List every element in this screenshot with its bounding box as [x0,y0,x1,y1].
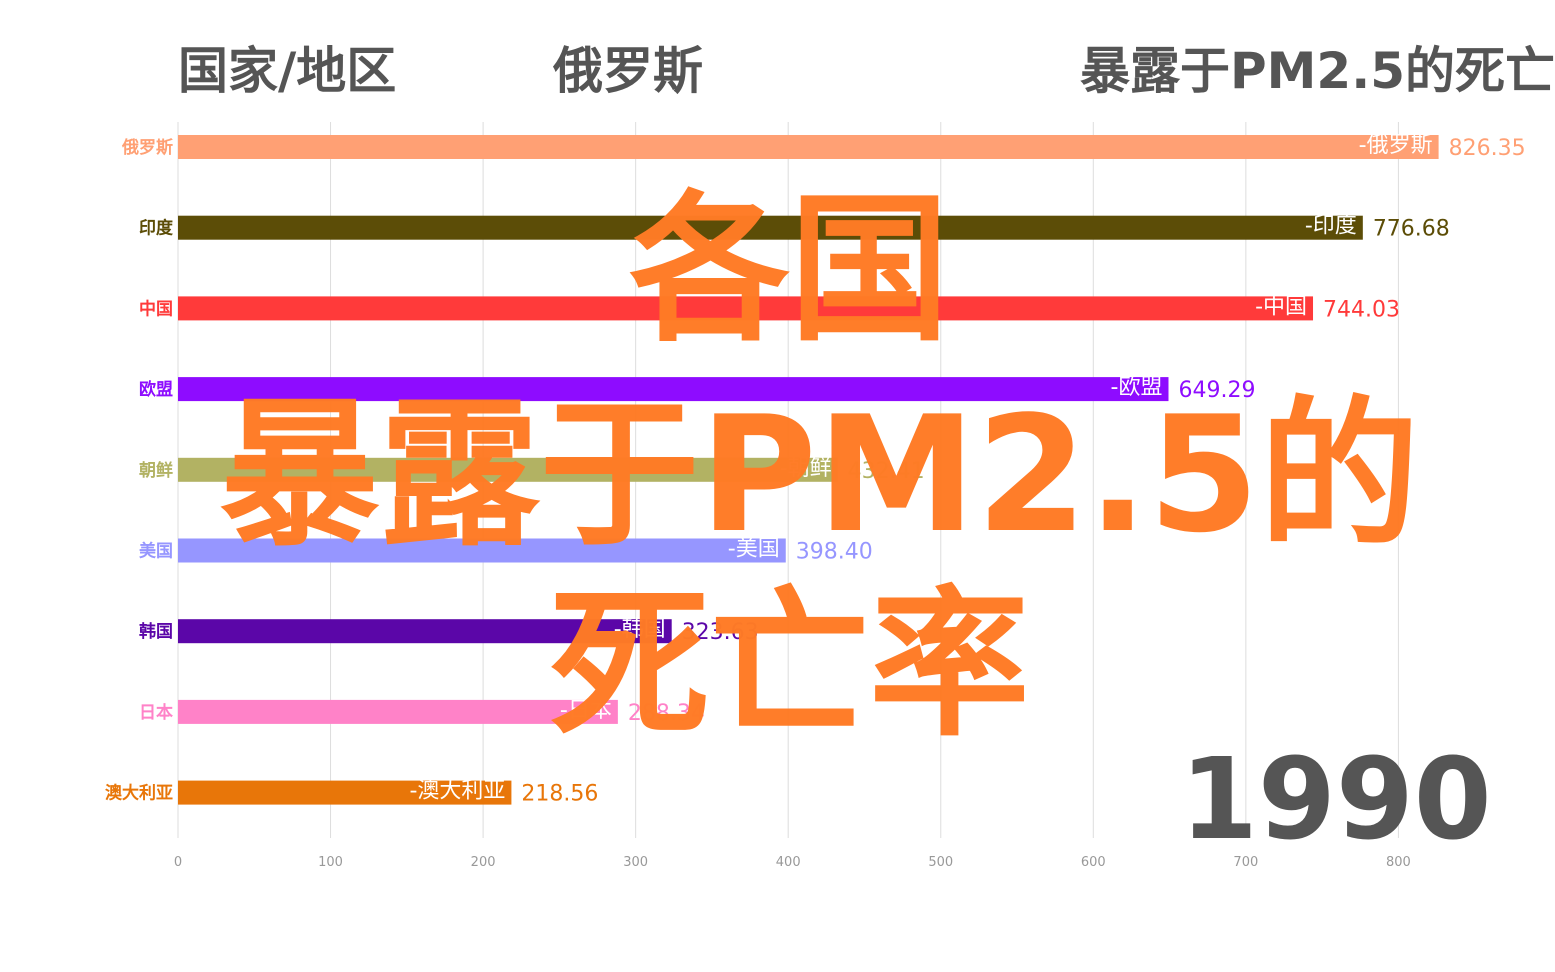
bar [178,619,672,644]
x-tick-label: 100 [318,855,343,870]
overlay-title-line-1: 各国 [629,176,950,363]
value-label: 398.40 [796,540,873,565]
bar-inner-label: -欧盟 [1111,375,1163,400]
bar [178,296,1314,321]
bar [178,538,786,563]
bar-inner-label: -韩国 [614,617,666,642]
value-label: 288.34 [628,701,705,726]
value-label: 323.63 [682,620,759,645]
bar [178,457,838,482]
bar-inner-label: -中国 [1255,294,1307,319]
value-label: 826.35 [1449,136,1526,161]
value-label: 649.29 [1178,378,1255,403]
bar-inner-label: -日本 [560,698,612,723]
bar-inner-label: -俄罗斯 [1359,133,1433,158]
bar [178,780,512,805]
category-label: 印度 [139,218,174,239]
category-label: 中国 [139,298,173,319]
x-tick-label: 700 [1233,855,1258,870]
bars: 俄罗斯 -俄罗斯 826.35 印度 -印度 776.68 中国 -中国 744.03 欧盟 -欧盟… [105,133,1526,807]
value-label: 776.68 [1373,217,1450,242]
bar [178,377,1169,402]
category-label: 韩国 [139,621,173,642]
x-tick-label: 600 [1081,855,1106,870]
region-column-label: 国家/地区 [178,42,397,100]
overlay-title-line-2: 暴露于PM2.5的 [219,381,1420,568]
x-tick-label: 0 [174,855,182,870]
bar [178,215,1363,240]
x-tick-label: 500 [928,855,953,870]
category-label: 俄罗斯 [121,137,173,158]
bar [178,135,1439,159]
x-axis: 0 100 200 300 400 500 600 700 800 [174,855,1411,870]
x-tick-label: 200 [471,855,496,870]
overlay-title-line-3: 死亡率 [549,571,1030,758]
bar-inner-label: -朝鲜 [780,456,832,481]
year-label: 1990 [1180,735,1492,865]
current-leader-label: 俄罗斯 [553,42,703,100]
x-tick-label: 400 [776,855,801,870]
x-tick-label: 300 [623,855,648,870]
bar-inner-label: -印度 [1305,214,1357,239]
bar [178,699,618,724]
bar-inner-label: -美国 [728,537,780,562]
value-label: 218.56 [521,782,598,807]
bar-inner-label: -澳大利亚 [409,779,505,804]
category-label: 日本 [139,702,173,723]
category-label: 朝鲜 [139,460,173,481]
metric-title: 暴露于PM2.5的死亡 [1080,42,1555,100]
category-label: 欧盟 [139,379,173,400]
category-label: 美国 [139,541,173,562]
value-label: 744.03 [1323,297,1400,322]
category-label: 澳大利亚 [105,783,173,804]
value-label: 432.41 [848,459,925,484]
x-tick-label: 800 [1386,855,1411,870]
